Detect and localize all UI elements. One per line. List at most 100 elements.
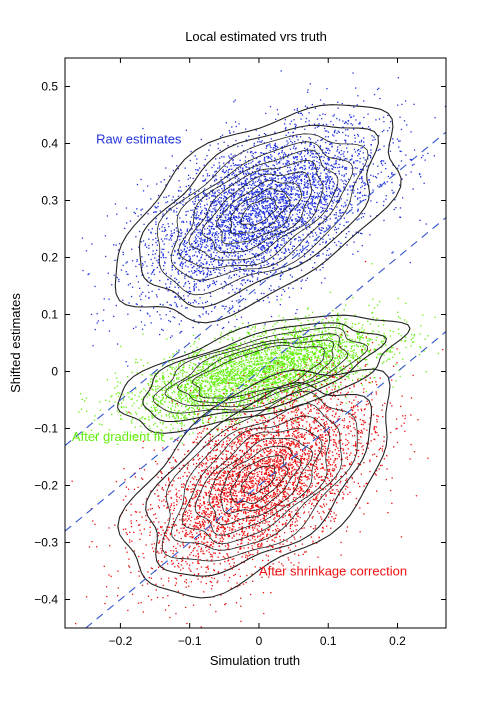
data-point (298, 216, 300, 219)
data-point (311, 176, 313, 178)
data-point (272, 257, 274, 259)
data-point (287, 248, 290, 250)
data-point (232, 305, 234, 307)
data-point (185, 211, 187, 213)
data-point (278, 152, 280, 154)
data-point (279, 233, 281, 235)
data-point (298, 236, 300, 238)
data-point (181, 263, 184, 265)
data-point (198, 270, 200, 272)
data-point (290, 205, 293, 207)
data-point (311, 251, 313, 253)
data-point (216, 238, 218, 240)
data-point (310, 143, 312, 145)
data-point (288, 347, 291, 349)
data-point (328, 177, 330, 179)
data-point (131, 260, 134, 262)
data-point (195, 218, 197, 220)
data-point (319, 350, 321, 352)
data-point (176, 306, 179, 308)
data-point (258, 134, 260, 136)
data-point (298, 255, 300, 257)
data-point (136, 208, 138, 210)
data-point (252, 177, 254, 180)
data-point (178, 323, 180, 325)
data-point (311, 156, 314, 158)
data-point (240, 239, 242, 241)
data-point (197, 236, 199, 238)
data-point (364, 182, 366, 184)
data-point (359, 191, 362, 193)
data-point (264, 259, 266, 262)
data-point (228, 371, 230, 373)
data-point (296, 389, 299, 391)
data-point (280, 193, 282, 195)
data-point (233, 199, 236, 201)
data-point (301, 327, 303, 330)
data-point (223, 229, 225, 231)
data-point (190, 150, 192, 153)
data-point (238, 275, 240, 277)
data-point (306, 180, 308, 182)
data-point (230, 218, 232, 221)
data-point (274, 217, 276, 219)
data-point (179, 263, 181, 266)
data-point (329, 218, 331, 220)
data-point (312, 160, 314, 162)
data-point (228, 307, 231, 309)
data-point (399, 140, 401, 142)
data-point (304, 128, 306, 130)
data-point (269, 193, 271, 196)
data-point (289, 227, 291, 229)
data-point (282, 219, 284, 221)
data-point (244, 348, 246, 350)
data-point (250, 224, 252, 227)
data-point (352, 185, 354, 187)
data-point (201, 254, 203, 256)
data-point (218, 167, 221, 169)
data-point (195, 239, 197, 241)
data-point (159, 378, 161, 380)
data-point (305, 117, 308, 120)
data-point (221, 156, 223, 158)
data-point (303, 204, 306, 206)
data-point (176, 165, 178, 167)
data-point (378, 118, 381, 120)
data-point (316, 239, 318, 241)
data-point (333, 135, 335, 137)
data-point (235, 402, 238, 405)
data-point (141, 256, 143, 258)
data-point (362, 126, 364, 129)
data-point (237, 234, 239, 236)
data-point (221, 327, 224, 330)
data-point (258, 203, 261, 205)
data-point (236, 246, 239, 248)
data-point (122, 264, 124, 267)
data-point (297, 164, 299, 167)
data-point (260, 190, 263, 192)
data-point (131, 286, 134, 288)
data-point (310, 351, 312, 353)
data-point (214, 247, 216, 249)
data-point (261, 229, 263, 231)
data-point (410, 171, 412, 173)
data-point (301, 200, 303, 202)
data-point (254, 228, 256, 231)
data-point (217, 383, 219, 385)
data-point (283, 175, 285, 177)
data-point (339, 212, 341, 214)
data-point (323, 169, 326, 171)
data-point (261, 164, 263, 166)
data-point (315, 141, 317, 143)
data-point (197, 217, 199, 219)
data-point (297, 175, 299, 178)
data-point (215, 266, 218, 268)
data-point (299, 167, 301, 169)
data-point (353, 161, 355, 163)
data-point (220, 247, 222, 249)
data-point (360, 232, 362, 234)
data-point (293, 163, 295, 165)
data-point (355, 87, 357, 89)
data-point (168, 286, 171, 288)
data-point (199, 297, 201, 299)
